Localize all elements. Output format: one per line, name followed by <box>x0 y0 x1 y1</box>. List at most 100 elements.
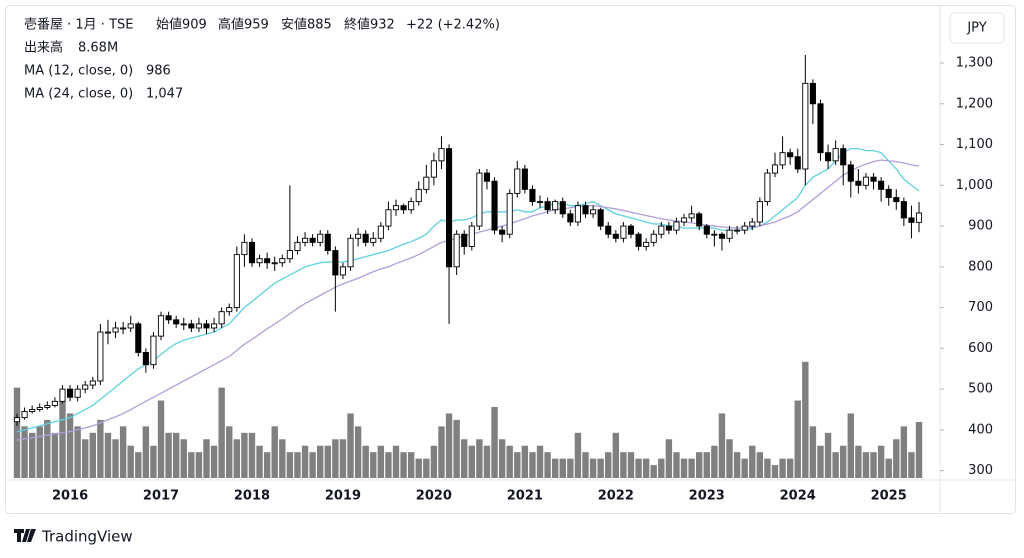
candle-body <box>590 209 597 215</box>
volume-bar <box>870 452 877 478</box>
candle-body <box>862 176 870 186</box>
symbol: 壱番屋 · 1月 · TSE <box>24 18 133 33</box>
volume-bar <box>749 445 756 478</box>
candle-body <box>665 225 672 231</box>
x-tick-label: 2020 <box>416 489 452 504</box>
volume-bar <box>286 452 294 478</box>
volume-bar <box>407 452 415 478</box>
volume-bar <box>309 452 316 478</box>
brand-name: TradingView <box>41 528 133 546</box>
candle-body <box>157 315 165 337</box>
volume-bar <box>301 445 309 478</box>
low-label: 安値885 <box>281 17 332 33</box>
candle-body <box>597 209 604 227</box>
candle-body <box>423 176 430 190</box>
candle-body <box>29 409 36 413</box>
volume-bar <box>248 432 256 478</box>
volume-bar <box>862 452 870 478</box>
candle-body <box>650 233 657 243</box>
candle-body <box>211 323 218 329</box>
volume-bar <box>21 426 28 478</box>
volume-bar <box>612 432 620 478</box>
y-tick-label: 1,100 <box>956 137 993 152</box>
candle-body <box>491 180 498 231</box>
candle-body <box>620 225 627 239</box>
volume-bar <box>157 400 165 478</box>
volume-label: 8.68M <box>78 41 118 56</box>
volume-bar <box>582 452 589 478</box>
candle-body <box>771 164 779 174</box>
candle-body <box>408 201 415 211</box>
candle-body <box>756 201 763 223</box>
volume-bar <box>294 452 301 478</box>
candle-body <box>188 323 195 329</box>
brand-logo <box>14 529 36 542</box>
volume-bar <box>877 445 885 478</box>
y-tick-label: 400 <box>968 422 993 437</box>
y-tick-label: 600 <box>968 341 993 356</box>
candle-body <box>317 233 324 243</box>
volume-bar <box>915 421 923 478</box>
high-label: 高値959 <box>218 17 269 33</box>
candle-body <box>726 229 733 239</box>
candle-body <box>802 82 809 170</box>
candle-body <box>779 152 786 166</box>
volume-bar <box>893 439 900 478</box>
candle-body <box>855 180 862 186</box>
volume-bar <box>59 400 66 478</box>
candle-body <box>673 221 680 231</box>
volume-bar <box>82 439 89 478</box>
y-tick-label: 1,000 <box>956 178 993 193</box>
candle-body <box>385 209 392 227</box>
volume-bar <box>218 387 225 478</box>
candle-body <box>559 201 566 215</box>
x-tick-label: 2024 <box>780 489 816 504</box>
volume-bar <box>855 445 862 478</box>
volume-bar <box>620 452 627 478</box>
candle-body <box>567 213 574 223</box>
x-tick-label: 2017 <box>143 489 179 504</box>
candle-body <box>908 217 915 223</box>
volume-bar <box>597 458 604 478</box>
candle-body <box>301 237 309 243</box>
volume-bar <box>567 458 574 478</box>
volume-bar <box>908 452 915 478</box>
candle-body <box>734 229 741 232</box>
volume-bar <box>491 406 498 478</box>
volume-bar <box>339 439 347 478</box>
candle-body <box>680 217 688 223</box>
volume-bar <box>809 426 817 478</box>
candle-body <box>67 388 74 398</box>
candle-body <box>180 323 187 326</box>
volume-bar <box>377 445 385 478</box>
volume-bar <box>589 458 597 478</box>
candle-body <box>271 262 278 265</box>
candle-body <box>362 233 369 243</box>
candle-body <box>499 229 506 235</box>
candle-body <box>241 241 248 256</box>
volume-bar <box>195 452 203 478</box>
volume-bar <box>802 361 809 478</box>
candle-body <box>574 205 581 223</box>
volume-bar <box>514 452 521 478</box>
candle-body <box>605 225 612 235</box>
volume-bar <box>256 445 263 478</box>
candle-body <box>787 152 794 158</box>
candle-body <box>521 168 528 190</box>
volume-bar <box>726 439 733 478</box>
candle-body <box>97 331 104 382</box>
close-label: 終値932 <box>344 17 395 33</box>
volume-bar <box>74 426 81 478</box>
y-tick-label: 1,200 <box>956 96 993 111</box>
currency-button[interactable] <box>949 12 1005 44</box>
volume-bar <box>89 432 96 478</box>
y-tick-label: 900 <box>968 219 993 234</box>
candle-body <box>741 225 748 231</box>
candle-body <box>74 388 81 398</box>
candle-body <box>430 160 437 178</box>
volume-bar <box>233 439 241 478</box>
currency[interactable]: JPY <box>966 21 986 36</box>
volume-bar <box>28 432 36 478</box>
candle-body <box>218 311 225 325</box>
